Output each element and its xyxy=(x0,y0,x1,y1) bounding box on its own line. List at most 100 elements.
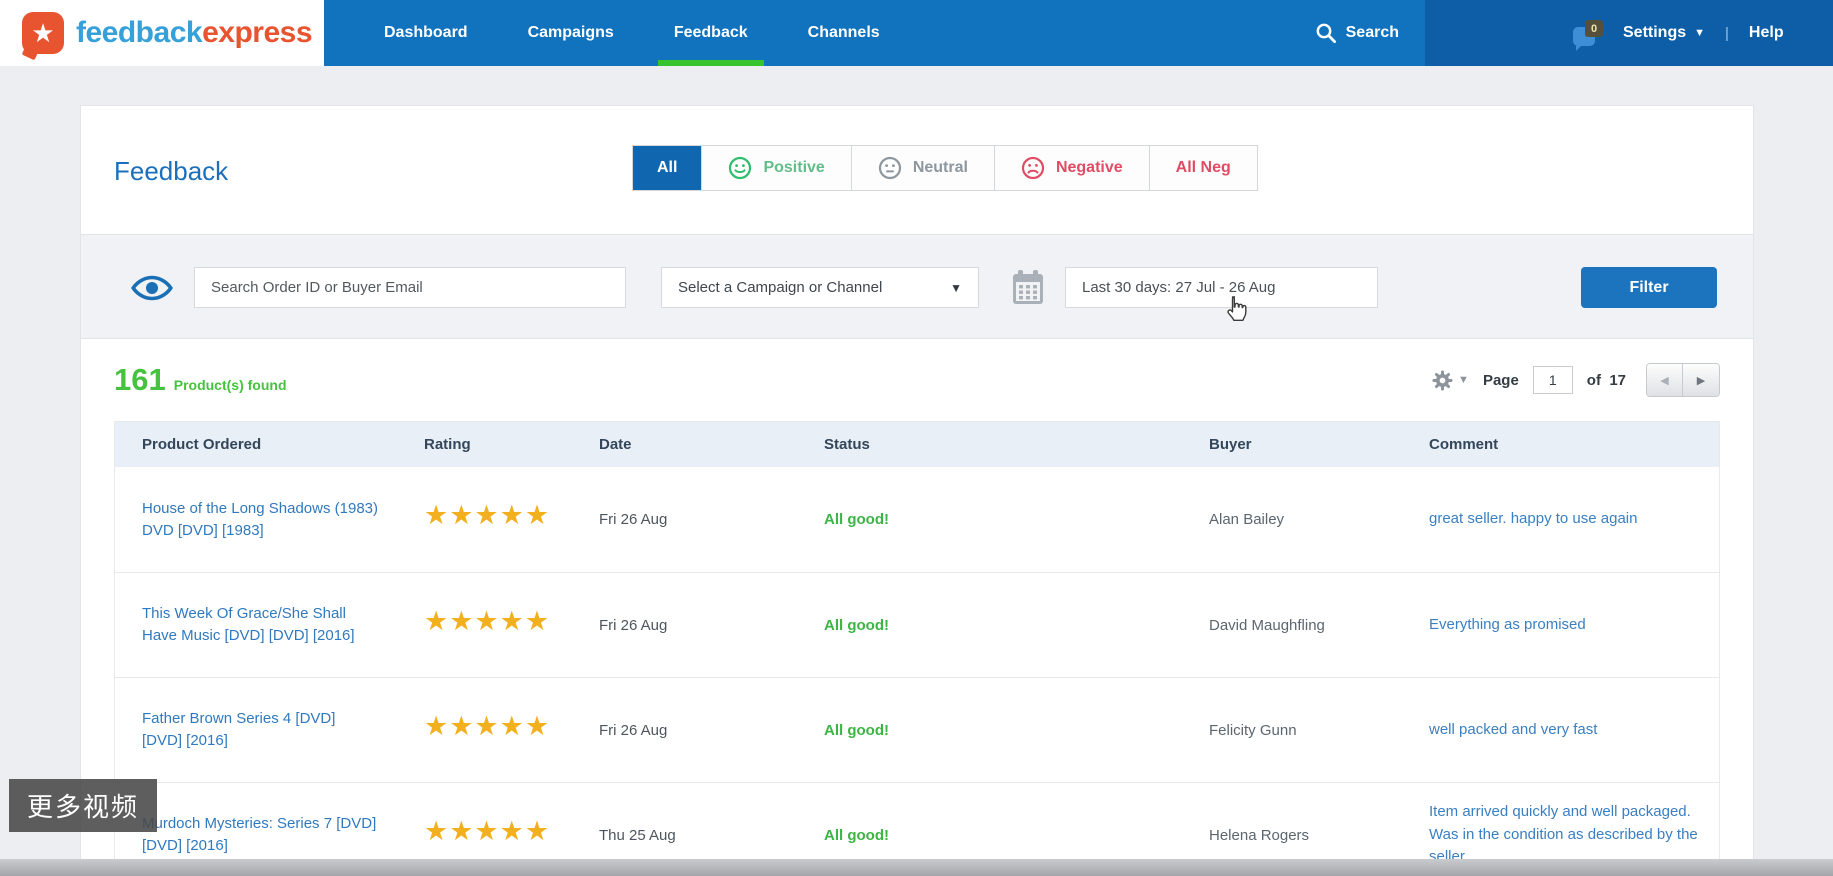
date-cell: Fri 26 Aug xyxy=(572,495,797,544)
col-date: Date xyxy=(572,436,797,453)
settings-label: Settings xyxy=(1623,24,1686,42)
comment-cell: Everything as promised xyxy=(1402,598,1721,653)
status-text: All good! xyxy=(824,511,889,528)
order-date: Thu 25 Aug xyxy=(599,827,676,844)
comment-link[interactable]: Everything as promised xyxy=(1429,616,1586,633)
order-date: Fri 26 Aug xyxy=(599,617,667,634)
buyer-name: Helena Rogers xyxy=(1209,827,1309,844)
table-header-row: Product Ordered Rating Date Status Buyer… xyxy=(115,422,1719,467)
nav-item-campaigns[interactable]: Campaigns xyxy=(498,0,644,66)
main-nav: Dashboard Campaigns Feedback Channels xyxy=(354,0,910,66)
smile-icon xyxy=(728,156,752,180)
date-range-value: Last 30 days: 27 Jul - 26 Aug xyxy=(1082,279,1275,296)
brand-name: feedbackexpress xyxy=(76,16,312,50)
status-text: All good! xyxy=(824,722,889,739)
next-page-button[interactable]: ▶ xyxy=(1683,364,1719,396)
brand-star-pin-icon: ★ xyxy=(22,12,64,54)
col-buyer: Buyer xyxy=(1182,436,1402,453)
page-label: Page xyxy=(1483,372,1519,389)
next-arrow-icon: ▶ xyxy=(1697,374,1705,387)
campaign-channel-select[interactable]: Select a Campaign or Channel ▼ xyxy=(661,267,979,308)
date-cell: Fri 26 Aug xyxy=(572,706,797,755)
order-search-input[interactable] xyxy=(211,279,609,296)
video-player-bottom-bar xyxy=(0,859,1833,876)
table-row: This Week Of Grace/She Shall Have Music … xyxy=(115,572,1719,677)
col-rating: Rating xyxy=(397,436,572,453)
rating-stars-icon: ★★★★★ xyxy=(424,606,550,636)
comment-cell: well packed and very fast xyxy=(1402,703,1721,758)
tab-all-label: All xyxy=(657,159,677,177)
global-search-button[interactable]: Search xyxy=(1315,0,1399,66)
nav-item-dashboard[interactable]: Dashboard xyxy=(354,0,498,66)
buyer-name: David Maughfling xyxy=(1209,617,1325,634)
product-cell: This Week Of Grace/She Shall Have Music … xyxy=(115,587,397,663)
order-date: Fri 26 Aug xyxy=(599,722,667,739)
feedback-table: Product Ordered Rating Date Status Buyer… xyxy=(114,421,1720,876)
prev-arrow-icon: ◀ xyxy=(1660,374,1668,387)
results-count: 161 Product(s) found xyxy=(114,362,287,398)
buyer-name: Felicity Gunn xyxy=(1209,722,1297,739)
frown-icon xyxy=(1021,156,1045,180)
rating-stars-icon: ★★★★★ xyxy=(424,711,550,741)
filter-button[interactable]: Filter xyxy=(1581,267,1717,308)
search-icon xyxy=(1315,22,1337,44)
date-cell: Thu 25 Aug xyxy=(572,811,797,860)
calendar-icon xyxy=(1011,269,1045,306)
order-date: Fri 26 Aug xyxy=(599,511,667,528)
tab-all-neg[interactable]: All Neg xyxy=(1149,146,1257,190)
more-videos-overlay-button[interactable]: 更多视频 xyxy=(9,779,157,832)
comment-cell: great seller. happy to use again xyxy=(1402,492,1721,547)
notifications-button[interactable]: 0 xyxy=(1573,20,1603,46)
rating-stars-icon: ★★★★★ xyxy=(424,500,550,530)
calendar-button[interactable] xyxy=(1011,269,1045,311)
tab-negative[interactable]: Negative xyxy=(994,146,1149,190)
nav-item-feedback[interactable]: Feedback xyxy=(644,0,778,66)
table-row: Father Brown Series 4 [DVD] [DVD] [2016]… xyxy=(115,677,1719,782)
comment-link[interactable]: well packed and very fast xyxy=(1429,721,1597,738)
global-search-label: Search xyxy=(1346,24,1399,42)
pagination-controls: ▼ Page of 17 ◀ ▶ xyxy=(1432,363,1720,397)
of-total-pages: of 17 xyxy=(1587,372,1626,389)
tab-positive[interactable]: Positive xyxy=(701,146,850,190)
brand-logo[interactable]: ★ feedbackexpress xyxy=(0,0,324,66)
topbar-spacer xyxy=(910,0,1315,66)
rating-cell: ★★★★★ xyxy=(397,808,572,863)
order-search-field-wrap xyxy=(194,267,626,308)
product-link[interactable]: Murdoch Mysteries: Series 7 [DVD] [DVD] … xyxy=(142,815,376,854)
feedback-card: Feedback All Positive Neutral Negative xyxy=(80,105,1754,876)
tab-neutral[interactable]: Neutral xyxy=(851,146,994,190)
status-cell: All good! xyxy=(797,601,1182,650)
tab-neutral-label: Neutral xyxy=(913,159,968,177)
table-settings-button[interactable]: ▼ xyxy=(1432,370,1469,391)
comment-link[interactable]: Item arrived quickly and well packaged. … xyxy=(1429,803,1698,865)
topbar-divider: | xyxy=(1725,25,1729,42)
previous-page-button[interactable]: ◀ xyxy=(1647,364,1683,396)
buyer-name: Alan Bailey xyxy=(1209,511,1284,528)
buyer-cell: Alan Bailey xyxy=(1182,495,1402,544)
rating-cell: ★★★★★ xyxy=(397,492,572,547)
buyer-cell: David Maughfling xyxy=(1182,601,1402,650)
status-cell: All good! xyxy=(797,811,1182,860)
help-link[interactable]: Help xyxy=(1749,24,1784,42)
results-count-number: 161 xyxy=(114,362,166,398)
product-link[interactable]: Father Brown Series 4 [DVD] [DVD] [2016] xyxy=(142,710,335,749)
neutral-face-icon xyxy=(878,156,902,180)
visibility-eye-toggle[interactable] xyxy=(131,273,173,308)
page-number-input[interactable] xyxy=(1533,366,1573,394)
status-cell: All good! xyxy=(797,495,1182,544)
product-link[interactable]: This Week Of Grace/She Shall Have Music … xyxy=(142,605,355,644)
sentiment-filter-tabs: All Positive Neutral Negative All Neg xyxy=(632,145,1258,191)
product-link[interactable]: House of the Long Shadows (1983) DVD [DV… xyxy=(142,500,378,539)
product-cell: Father Brown Series 4 [DVD] [DVD] [2016] xyxy=(115,692,397,768)
results-summary-row: 161 Product(s) found ▼ xyxy=(81,339,1753,421)
comment-link[interactable]: great seller. happy to use again xyxy=(1429,510,1637,527)
rating-cell: ★★★★★ xyxy=(397,703,572,758)
settings-menu[interactable]: Settings ▼ xyxy=(1623,24,1705,42)
tab-all-neg-label: All Neg xyxy=(1176,159,1231,177)
topbar-account-panel: 0 Settings ▼ | Help xyxy=(1425,0,1833,66)
feedback-table-body: House of the Long Shadows (1983) DVD [DV… xyxy=(115,467,1719,876)
tab-all[interactable]: All xyxy=(633,146,701,190)
date-range-field[interactable]: Last 30 days: 27 Jul - 26 Aug xyxy=(1065,267,1378,308)
nav-item-channels[interactable]: Channels xyxy=(778,0,910,66)
col-status: Status xyxy=(797,436,1182,453)
